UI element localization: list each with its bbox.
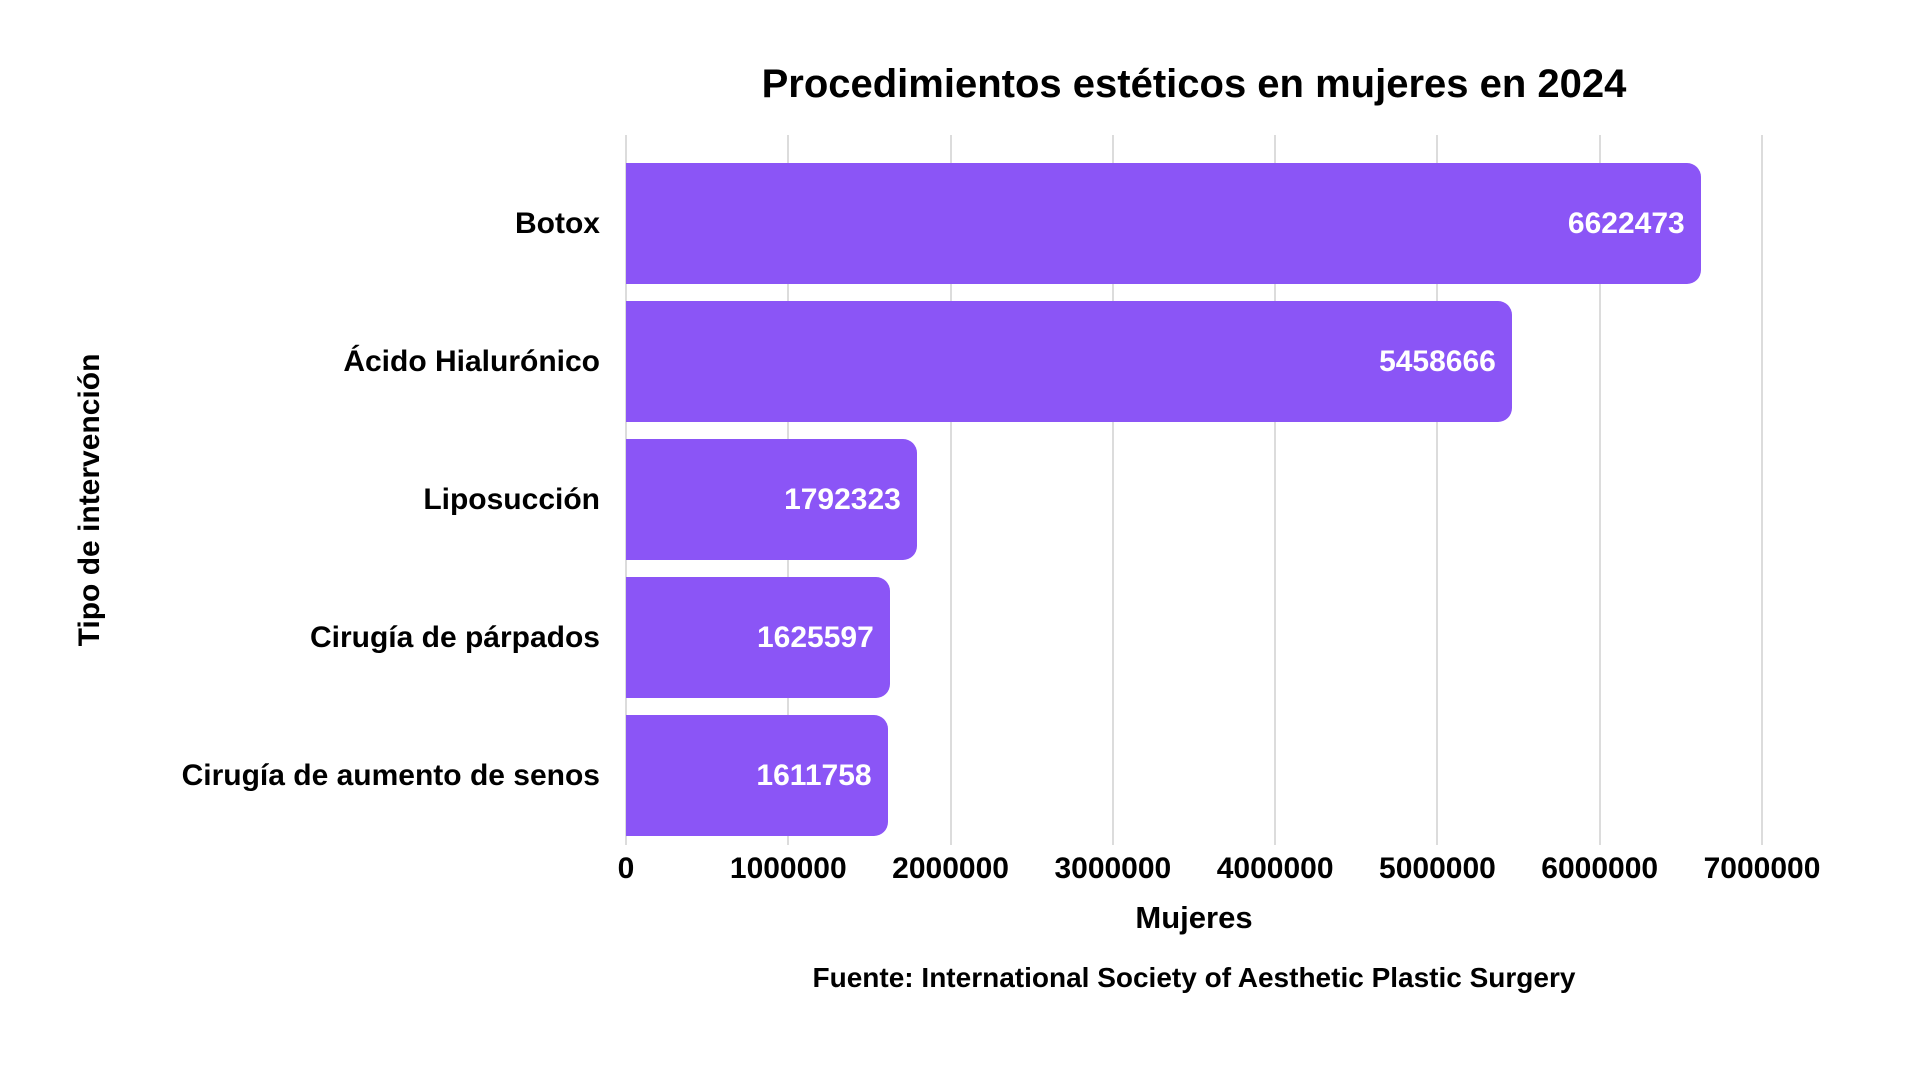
bar: 6622473: [626, 163, 1701, 284]
bar-value-label: 1625597: [757, 620, 874, 654]
category-label: Cirugía de aumento de senos: [181, 759, 600, 792]
x-tick-label: 2000000: [892, 852, 1009, 885]
gridline: [1111, 135, 1114, 845]
x-tick-label: 6000000: [1541, 852, 1659, 885]
bar: 1625597: [626, 577, 890, 698]
x-axis-label: Mujeres: [1135, 900, 1253, 935]
x-tick-label: 3000000: [1054, 852, 1172, 885]
chart-title: Procedimientos estéticos en mujeres en 2…: [761, 62, 1627, 106]
category-label: Botox: [515, 207, 600, 240]
bar: 1611758: [626, 715, 888, 836]
x-tick-label: 1000000: [729, 852, 847, 885]
plot-area: 6622473 5458666 1792323 1625597 1611758: [625, 135, 1763, 845]
category-label: Liposucción: [423, 483, 600, 516]
bar-value-label: 1611758: [756, 758, 872, 792]
category-label: Cirugía de párpados: [309, 621, 600, 654]
bar-value-label: 5458666: [1379, 344, 1496, 378]
gridline: [1598, 135, 1601, 845]
gridline: [1274, 135, 1277, 845]
gridline: [1761, 135, 1763, 845]
x-tick-label: 7000000: [1703, 852, 1821, 885]
bar-value-label: 6622473: [1567, 206, 1685, 240]
bar-value-label: 1792323: [784, 482, 901, 516]
bar: 5458666: [626, 301, 1512, 422]
x-tick-label: 0: [617, 852, 635, 885]
category-label: Ácido Hialurónico: [343, 345, 600, 378]
x-tick-label: 5000000: [1379, 852, 1496, 885]
gridline: [949, 135, 952, 845]
source-attribution: Fuente: International Society of Aesthet…: [812, 962, 1576, 993]
x-tick-label: 4000000: [1216, 852, 1334, 885]
gridline: [1436, 135, 1439, 845]
bar: 1792323: [626, 439, 917, 560]
